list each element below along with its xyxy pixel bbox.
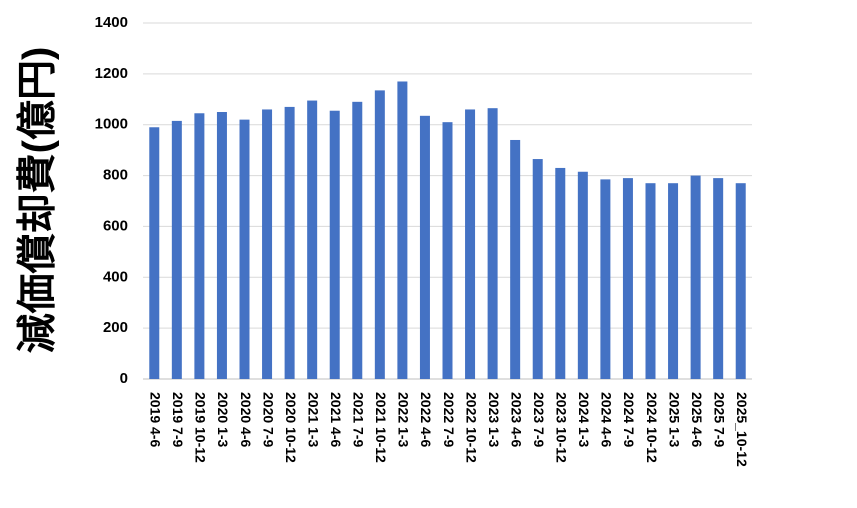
bar (397, 81, 408, 379)
x-tick-label: 2022 7-9 (441, 392, 457, 447)
x-tick-label: 2022 10-12 (463, 392, 479, 463)
bar (307, 100, 318, 380)
bar (532, 159, 543, 379)
x-tick-label: 2023 7-9 (531, 392, 547, 447)
bar (374, 90, 385, 379)
bar (735, 183, 746, 379)
bar (216, 112, 227, 379)
x-tick-label: 2020 4-6 (238, 392, 254, 447)
y-tick-label: 1200 (95, 65, 128, 82)
y-tick-label: 1000 (95, 116, 128, 133)
y-tick-label: 800 (103, 167, 128, 184)
x-tick-label: 2021 7-9 (351, 392, 367, 447)
x-tick-label: 2022 1-3 (396, 392, 412, 447)
bar (352, 101, 363, 379)
bar (713, 178, 724, 379)
bar (262, 109, 273, 379)
x-tick-label: 2019 10-12 (193, 392, 209, 463)
x-tick-label: 2020 7-9 (260, 392, 276, 447)
y-tick-label: 0 (120, 370, 128, 387)
bar (465, 109, 476, 379)
x-tick-label: 2024 1-3 (576, 392, 592, 447)
y-tick-label: 1400 (95, 14, 128, 31)
x-tick-label: 2021 10-12 (373, 392, 389, 463)
bar (149, 127, 160, 379)
x-tick-label: 2023 10-12 (554, 392, 570, 463)
bar (419, 115, 430, 380)
bar (600, 179, 611, 379)
bar (668, 183, 679, 379)
bar (577, 171, 588, 379)
bar (239, 119, 250, 379)
x-tick-label: 2025 7-9 (711, 392, 727, 447)
x-tick-label: 2020 1-3 (215, 392, 231, 447)
bar (442, 122, 453, 380)
x-tick-label: 2025 1-3 (666, 392, 682, 447)
x-tick-label: 2025_10-12 (734, 392, 750, 467)
bar (487, 108, 498, 379)
bar (171, 120, 182, 380)
x-tick-label: 2019 7-9 (170, 392, 186, 447)
y-tick-label: 600 (103, 217, 128, 234)
x-tick-label: 2024 4-6 (599, 392, 615, 447)
y-tick-label: 200 (103, 319, 128, 336)
bar (555, 167, 566, 379)
bar (194, 113, 205, 380)
bar (284, 106, 295, 380)
x-tick-label: 2022 4-6 (418, 392, 434, 447)
x-tick-label: 2025 4-6 (689, 392, 705, 447)
y-tick-label: 400 (103, 268, 128, 285)
x-tick-label: 2021 4-6 (328, 392, 344, 447)
x-tick-label: 2023 4-6 (508, 392, 524, 447)
x-tick-label: 2024 10-12 (644, 392, 660, 463)
x-tick-label: 2020 10-12 (283, 392, 299, 463)
bar (510, 139, 521, 379)
bar (645, 183, 656, 379)
x-tick-label: 2019 4-6 (148, 392, 164, 447)
x-tick-label: 2021 1-3 (305, 392, 321, 447)
x-tick-label: 2024 7-9 (621, 392, 637, 447)
x-tick-label: 2023 1-3 (486, 392, 502, 447)
y-axis-title: 減価償却費(億円) (16, 47, 60, 354)
bar (622, 178, 633, 379)
bar (690, 175, 701, 379)
bar (329, 110, 340, 379)
